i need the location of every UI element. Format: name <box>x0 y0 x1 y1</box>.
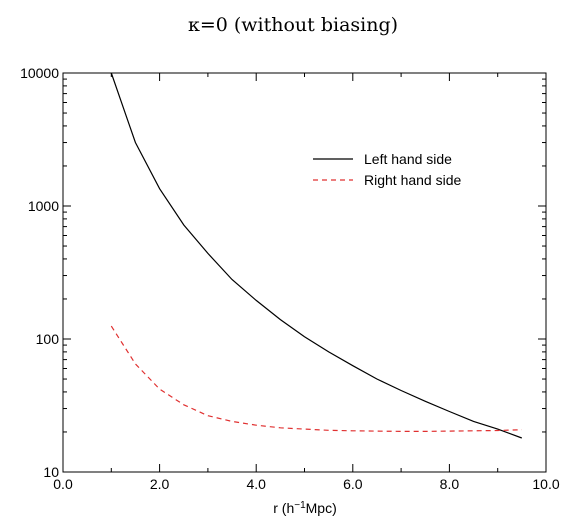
x-tick-label: 6.0 <box>343 476 363 492</box>
plot-frame <box>62 72 547 473</box>
x-axis-label-sup: −1 <box>294 500 306 511</box>
y-tick-label: 10 <box>43 464 59 480</box>
legend-label-1: Left hand side <box>364 151 452 167</box>
y-tick-label: 10000 <box>20 65 59 81</box>
y-tick-label: 1000 <box>28 198 59 214</box>
x-axis-label: r (h−1Mpc) <box>273 500 337 516</box>
tick-labels: 0.0 2.0 4.0 6.0 8.0 10.0 10 100 1000 10000 <box>20 65 560 492</box>
series-line-1 <box>110 72 523 439</box>
x-tick-label: 8.0 <box>440 476 460 492</box>
legend-label-2: Right hand side <box>364 172 462 188</box>
x-tick-label: 10.0 <box>532 476 559 492</box>
y-tick-label: 100 <box>36 331 60 347</box>
chart-title: κ=0 (without biasing) <box>188 14 398 36</box>
legend: Left hand side Right hand side <box>313 151 462 188</box>
x-tick-label: 2.0 <box>150 476 170 492</box>
series-line-2 <box>110 325 522 432</box>
x-tick-label: 4.0 <box>246 476 266 492</box>
axis-ticks <box>62 72 547 473</box>
x-axis-label-post: Mpc) <box>306 500 337 516</box>
series-lines <box>110 72 523 439</box>
x-tick-label: 0.0 <box>53 476 73 492</box>
x-axis-label-pre: r (h <box>273 500 294 516</box>
